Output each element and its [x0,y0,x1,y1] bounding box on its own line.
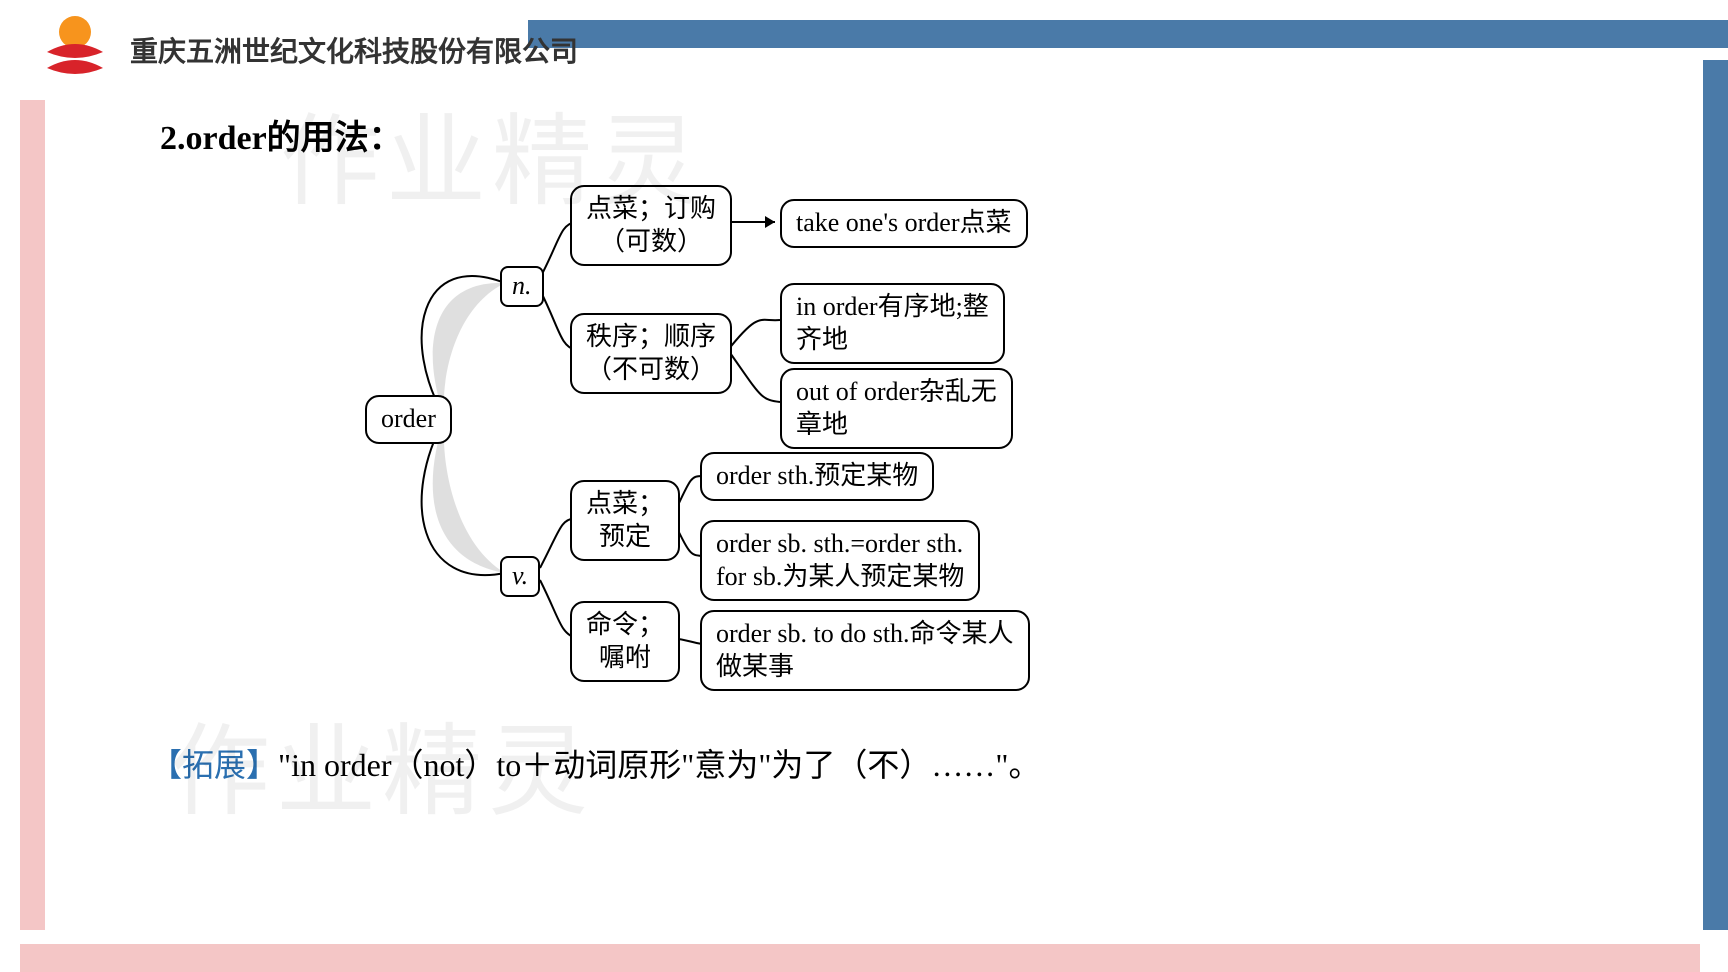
node-root: order [365,395,452,444]
node-m1: 点菜；订购（可数） [570,185,732,266]
left-accent-bar [20,100,45,930]
company-name: 重庆五洲世纪文化科技股份有限公司 [130,30,578,70]
node-m3: 点菜；预定 [570,480,680,561]
node-l5: order sb. sth.=order sth.for sb.为某人预定某物 [700,520,980,601]
section-title: 2.order的用法： [160,110,403,159]
node-l3: out of order杂乱无章地 [780,368,1013,449]
bottom-accent-bar [20,944,1700,972]
node-l1: take one's order点菜 [780,199,1028,248]
node-l4: order sth.预定某物 [700,452,934,501]
node-pos-v: v. [500,556,540,597]
node-m2: 秩序；顺序（不可数） [570,313,732,394]
node-l2: in order有序地;整齐地 [780,283,1005,364]
node-l6: order sb. to do sth.命令某人做某事 [700,610,1030,691]
node-pos-n: n. [500,266,544,307]
footer-note: 【拓展】"in order（not）to＋动词原形"意为"为了（不）……"。 [150,740,1040,786]
right-accent-bar [1703,60,1728,930]
node-m4: 命令；嘱咐 [570,601,680,682]
top-accent-bar [528,20,1728,48]
company-logo [30,8,120,88]
